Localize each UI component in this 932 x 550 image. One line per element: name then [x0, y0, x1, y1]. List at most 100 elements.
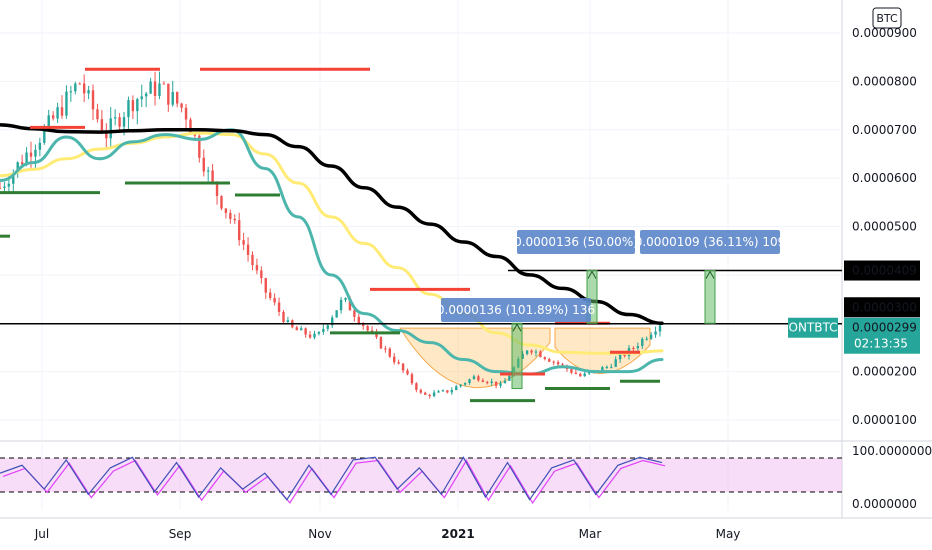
candle-body: [277, 302, 281, 312]
candle-body: [242, 240, 245, 245]
candle-body: [548, 359, 551, 362]
last-price-text: 0.0000299: [852, 321, 917, 335]
candle-body: [255, 265, 259, 271]
rsi-axis-label-bottom: 0.0000000: [852, 497, 917, 511]
symbol-tag: [788, 317, 838, 338]
candle-body: [397, 362, 400, 364]
candle-body: [362, 323, 365, 327]
candle-body: [605, 366, 609, 368]
candle-body: [326, 325, 329, 329]
candle-body: [481, 380, 485, 382]
candle-body: [508, 375, 511, 381]
candle-body: [446, 390, 449, 393]
candle-body: [20, 162, 24, 165]
candle-body: [331, 317, 334, 326]
candle-body: [105, 132, 108, 139]
candle-body: [282, 311, 285, 323]
time-axis-label: Mar: [579, 527, 602, 541]
measure-label-text: 0.0000136 (101.89%) 136: [437, 303, 595, 317]
candle-body: [503, 380, 507, 384]
candle-body: [401, 363, 405, 371]
price-axis-label: 0.0000800: [852, 74, 917, 88]
candle-body: [339, 299, 343, 311]
candle-body: [140, 96, 143, 100]
candle-body: [109, 118, 112, 139]
candle-body: [153, 81, 157, 96]
price-marker: [844, 297, 920, 318]
candle-body: [264, 278, 267, 293]
time-axis-label: Nov: [308, 527, 331, 541]
candle-body: [175, 92, 179, 104]
cup-pattern: [399, 327, 651, 389]
candle-body: [521, 353, 524, 359]
candle-body: [60, 107, 64, 116]
currency-badge: [872, 7, 902, 29]
candle-body: [65, 91, 68, 116]
candle-body: [654, 331, 657, 335]
candle-body: [113, 117, 117, 119]
time-axis[interactable]: Jul Sep Nov 2021 Mar May: [34, 527, 741, 541]
candle-body: [233, 218, 236, 221]
candle-body: [441, 390, 445, 392]
price-axis-label: 0.0000200: [852, 365, 917, 379]
candle-body: [82, 83, 86, 94]
candle-body: [632, 347, 635, 349]
candle-body: [251, 254, 254, 266]
candle-body: [51, 115, 55, 119]
candle-body: [486, 381, 489, 384]
target-arrow-head: [587, 270, 597, 279]
price-marker: [844, 260, 920, 281]
candle-body: [158, 83, 161, 96]
candle-body: [499, 383, 502, 386]
candle-body: [388, 348, 391, 357]
candle-body: [419, 389, 423, 393]
price-axis-label: 0.0000500: [852, 220, 917, 234]
candle-body: [184, 107, 188, 120]
candle-body: [561, 364, 564, 366]
candle-body: [91, 90, 95, 110]
price-markers: 0.0000409 0.0000300 ONTBTC 0.0000299 02:13:3…: [788, 260, 920, 354]
price-axis-label: 0.0000600: [852, 171, 917, 185]
measure-label-box: [441, 298, 591, 322]
rsi-line: [0, 456, 663, 501]
candle-body: [25, 152, 28, 165]
candle-body: [260, 270, 263, 279]
candle-body: [308, 334, 312, 338]
candle-body: [601, 367, 604, 372]
candle-body: [295, 327, 298, 331]
price-axis[interactable]: 0.0000900 0.0000800 0.0000700 0.0000600 0.00…: [852, 7, 917, 427]
candle-body: [317, 331, 321, 334]
candle-body: [229, 212, 232, 219]
candle-body: [366, 326, 369, 331]
candle-body: [131, 100, 135, 112]
candle-body: [198, 135, 201, 158]
candle-body: [357, 316, 360, 324]
candle-body: [29, 152, 33, 157]
measure-label-box: [640, 230, 780, 254]
measure-label-text: 0.0000136 (50.00%): [514, 235, 638, 249]
candle-body: [415, 383, 418, 390]
candle-body: [477, 376, 480, 381]
candle-body: [375, 332, 378, 338]
candle-body: [530, 350, 533, 353]
candle-body: [7, 183, 11, 187]
candle-body: [206, 170, 210, 172]
price-marker-text: 0.0000300: [852, 300, 917, 314]
candle-body: [136, 99, 139, 112]
candle-body: [12, 172, 15, 184]
candle-body: [649, 334, 653, 339]
candle-body: [0, 187, 2, 189]
candle-body: [16, 162, 19, 173]
candle-body: [69, 91, 73, 93]
candle-body: [47, 115, 50, 128]
candle-body: [534, 351, 538, 353]
moving-averages: [0, 123, 664, 376]
candle-body: [410, 374, 414, 384]
candle-body: [583, 373, 586, 377]
candle-body: [379, 337, 383, 349]
candle-body: [641, 338, 644, 347]
time-axis-label: May: [716, 527, 741, 541]
candle-body: [246, 244, 250, 255]
candle-body: [3, 186, 6, 188]
